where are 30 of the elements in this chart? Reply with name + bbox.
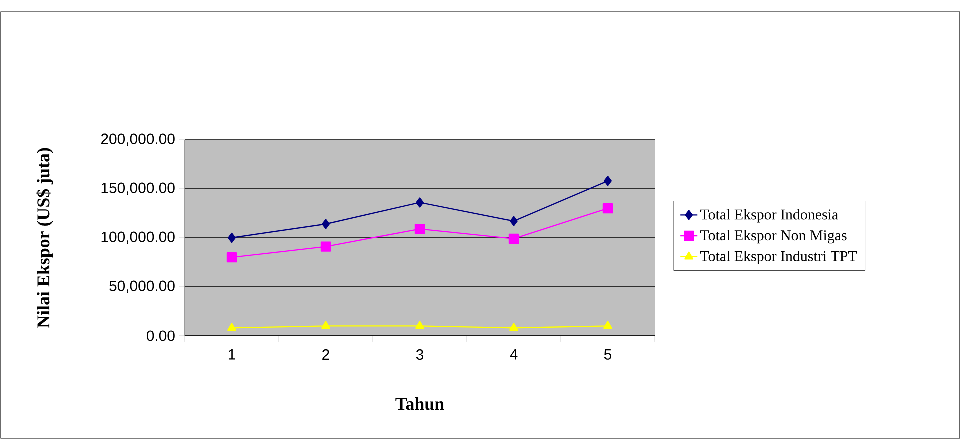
- point: [228, 323, 237, 331]
- legend-label: Total Ekspor Industri TPT: [700, 250, 858, 264]
- y-tick-label: 50,000.00: [110, 280, 175, 294]
- point: [604, 176, 612, 186]
- y-tick-label: 150,000.00: [102, 182, 175, 196]
- x-tick-label: 3: [416, 350, 424, 360]
- point: [416, 321, 425, 330]
- x-axis-title: Tahun: [396, 397, 444, 410]
- y-tick-label: 200,000.00: [101, 134, 175, 146]
- y-axis-title: Nilai Ekspor (US$ juta): [36, 148, 54, 328]
- x-tick-label: 5: [604, 350, 612, 360]
- point: [322, 219, 330, 230]
- x-tick-label: 4: [510, 350, 518, 360]
- point: [604, 321, 612, 330]
- x-tick-label: 1: [228, 350, 236, 360]
- point: [226, 252, 238, 263]
- point: [508, 234, 520, 244]
- point: [228, 232, 236, 244]
- point: [414, 224, 426, 234]
- y-tick-label: 0.00: [146, 330, 175, 342]
- point: [602, 203, 614, 214]
- y-tick-label: 100,000.00: [102, 232, 175, 244]
- legend-label: Total Ekspor Non Migas: [700, 230, 847, 244]
- x-tick-label: 2: [322, 350, 330, 360]
- point: [416, 198, 424, 208]
- point: [510, 216, 518, 226]
- legend-label: Total Ekspor Indonesia: [700, 209, 838, 223]
- point: [510, 323, 519, 331]
- point: [320, 242, 332, 252]
- point: [322, 321, 331, 330]
